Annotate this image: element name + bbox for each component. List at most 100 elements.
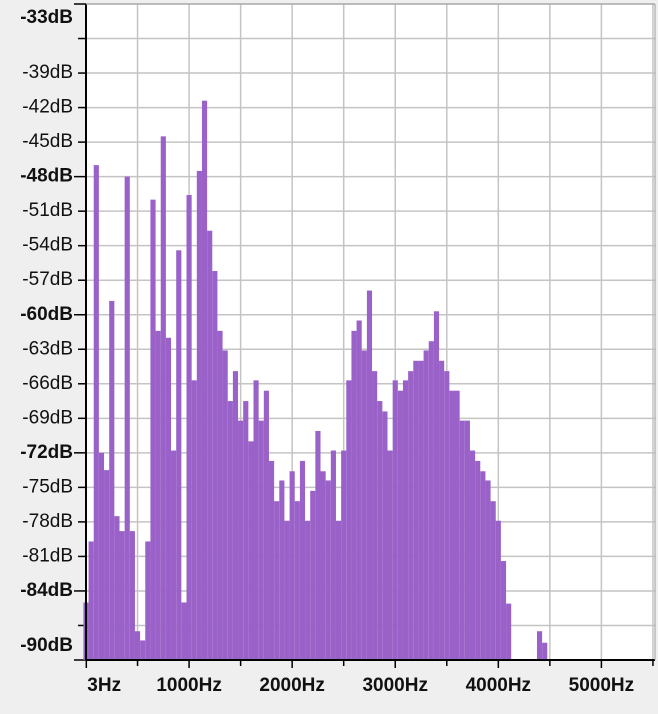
spectrum-bar (356, 320, 362, 660)
y-tick-label: -75dB (22, 476, 73, 497)
spectrum-bar (433, 311, 440, 660)
spectrum-bar (222, 350, 228, 660)
spectrum-bar (294, 501, 300, 660)
x-tick-label: 5000Hz (569, 675, 635, 696)
y-tick-label: -54dB (22, 235, 73, 256)
y-tick-label: -69dB (22, 407, 73, 428)
x-tick-label: 1000Hz (156, 675, 222, 696)
spectrum-bar (279, 480, 285, 660)
spectrum-bar (171, 450, 177, 660)
spectrum-bar (98, 452, 105, 660)
y-tick-label: -81dB (22, 545, 73, 566)
spectrum-bar (134, 631, 141, 660)
spectrum-bar (387, 450, 393, 660)
spectrum-bar (88, 541, 94, 660)
spectrum-bar (181, 602, 187, 660)
y-tick-label: -42dB (22, 97, 73, 118)
spectrum-bar (299, 460, 306, 660)
y-tick-label: -63dB (22, 338, 73, 359)
spectrum-bar (289, 471, 295, 660)
y-tick-label: -57dB (22, 269, 73, 290)
spectrum-bar (444, 371, 450, 660)
spectrum-bar (480, 471, 486, 660)
spectrum-bar (104, 470, 110, 660)
spectrum-bar (268, 460, 275, 660)
y-tick-label: -33dB (20, 7, 73, 28)
spectrum-bar (232, 371, 239, 660)
spectrum-bar (284, 520, 290, 660)
spectrum-bar (145, 541, 151, 660)
spectrum-bar (217, 330, 223, 660)
spectrum-bar (124, 176, 130, 660)
spectrum-bar (310, 490, 316, 660)
spectrum-bar (372, 371, 378, 660)
spectrum-bar (536, 631, 543, 660)
spectrum-bar (191, 380, 197, 660)
spectrum-bar (464, 420, 470, 660)
spectrum-bar (469, 450, 476, 660)
spectrum-bar (459, 420, 465, 660)
x-tick-label: 3Hz (87, 675, 121, 696)
x-tick-label: 4000Hz (466, 675, 532, 696)
spectrum-bar (423, 350, 429, 660)
spectrum-bar (227, 401, 233, 660)
spectrum-bar (485, 480, 491, 660)
spectrum-bar (160, 136, 166, 660)
spectrum-bar (341, 450, 347, 660)
y-tick-label: -60dB (20, 304, 73, 325)
spectrum-bar (439, 360, 445, 660)
spectrum-bar (392, 380, 398, 660)
y-tick-label: -90dB (20, 635, 73, 656)
y-tick-label: -51dB (22, 200, 73, 221)
spectrum-bar (186, 195, 192, 661)
spectrum-bar (346, 380, 352, 660)
y-tick-label: -45dB (22, 131, 73, 152)
spectrum-bar (408, 371, 414, 660)
spectrum-bar (495, 520, 501, 660)
spectrum-bar (377, 401, 383, 660)
spectrum-bar (140, 640, 146, 660)
spectrum-bar (320, 471, 326, 660)
spectrum-bar (366, 290, 373, 660)
spectrum-bar (361, 350, 367, 660)
spectrum-bar (155, 330, 161, 660)
spectrum-bar (114, 516, 120, 660)
spectrum-bar (253, 380, 259, 660)
spectrum-bar (542, 642, 548, 660)
spectrum-bar (330, 450, 336, 660)
spectrum-bar (335, 520, 342, 660)
spectrum-bar (196, 170, 202, 660)
spectrum-bar (274, 501, 280, 660)
spectrum-bar (263, 390, 269, 660)
spectrum-bar (248, 441, 254, 660)
spectrum-bar (325, 480, 331, 660)
y-tick-label: -72dB (20, 442, 73, 463)
spectrum-bar (207, 230, 213, 660)
y-tick-label: -66dB (22, 373, 73, 394)
spectrum-bar (418, 360, 424, 660)
y-tick-label: -84dB (20, 580, 73, 601)
spectrum-bar (490, 501, 496, 660)
spectrum-bar (397, 390, 403, 660)
spectrum-bar (506, 603, 512, 660)
spectrum-bar (454, 390, 460, 660)
spectrum-bar (201, 100, 208, 660)
spectrum-bar (315, 430, 321, 660)
x-tick-label: 2000Hz (259, 675, 325, 696)
spectrum-bar (109, 300, 115, 660)
spectrum-bar (258, 420, 264, 660)
spectrum-bar (129, 531, 135, 660)
spectrum-bar (382, 411, 388, 660)
spectrum-bar (176, 250, 182, 660)
spectrum-bar (93, 165, 99, 660)
spectrum-bar (402, 380, 409, 660)
x-tick-label: 3000Hz (362, 675, 428, 696)
spectrum-bar (475, 460, 481, 660)
spectrum-bar (413, 360, 419, 660)
y-tick-label: -39dB (22, 62, 73, 83)
spectrum-bar (165, 337, 172, 660)
spectrum-bar (428, 341, 434, 660)
y-tick-label: -48dB (20, 166, 73, 187)
spectrum-bar (305, 520, 311, 660)
